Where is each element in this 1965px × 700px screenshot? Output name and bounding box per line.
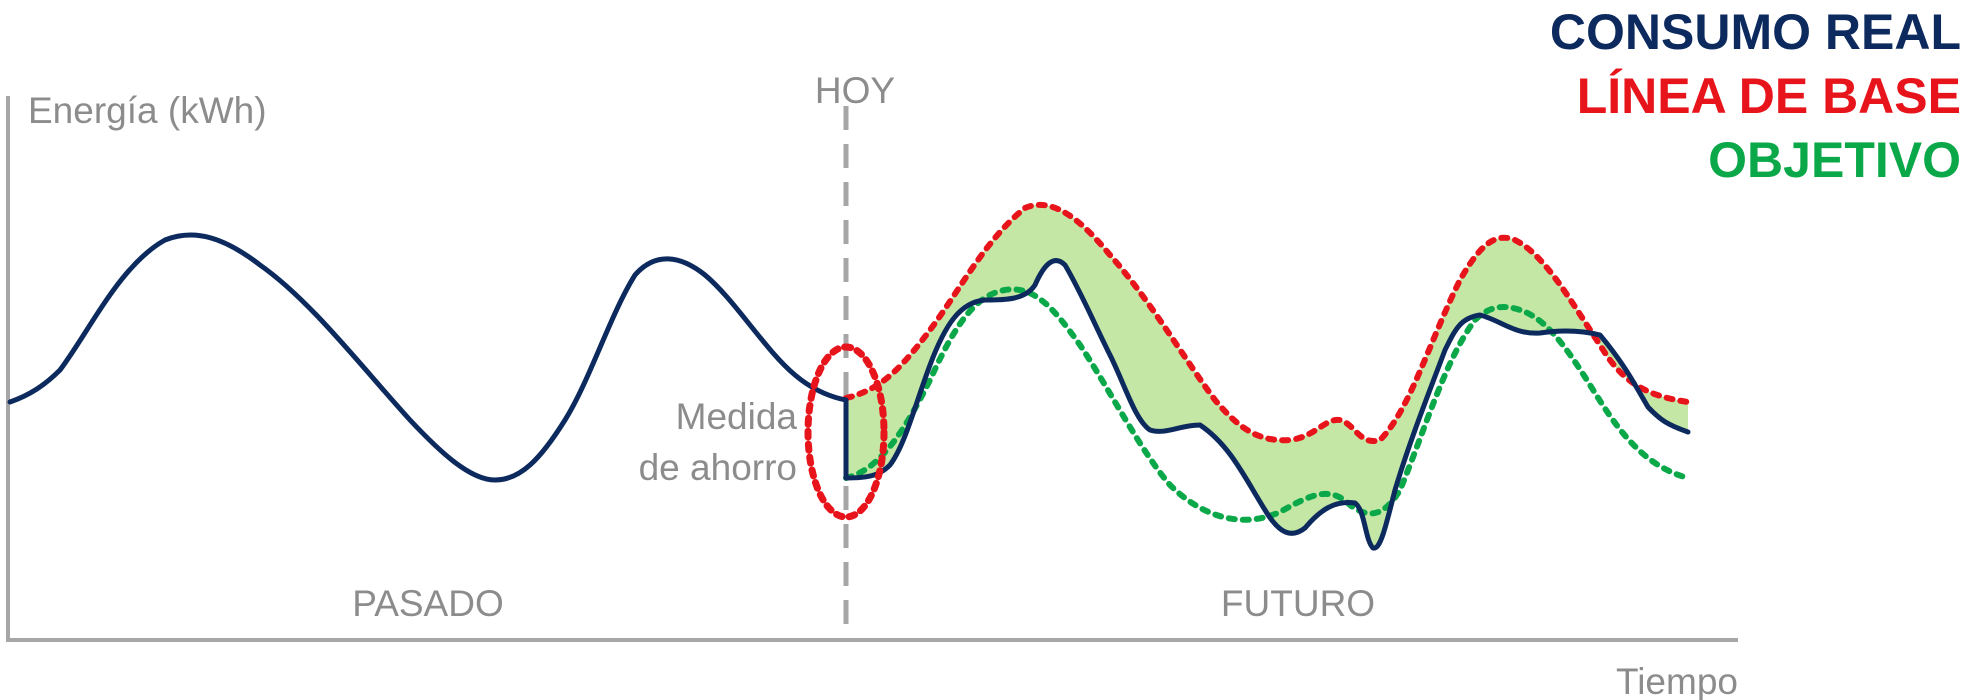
today-label: HOY (815, 70, 895, 111)
x-axis-label: Tiempo (1616, 661, 1738, 700)
y-axis-label: Energía (kWh) (28, 90, 267, 131)
savings-measure-ellipse (804, 343, 888, 521)
legend-target: OBJETIVO (1708, 132, 1961, 188)
legend-actual: CONSUMO REAL (1549, 4, 1961, 60)
savings-area (846, 204, 1688, 549)
baseline-series (843, 201, 1691, 444)
future-label: FUTURO (1221, 583, 1375, 624)
past-label: PASADO (352, 583, 503, 624)
actual-series (7, 232, 1691, 551)
savings-label-line2: de ahorro (639, 447, 797, 488)
target-series (843, 286, 1691, 523)
savings-label-line1: Medida (676, 396, 798, 437)
legend: CONSUMO REAL LÍNEA DE BASE OBJETIVO (1550, 0, 1961, 192)
legend-baseline: LÍNEA DE BASE (1576, 68, 1961, 124)
